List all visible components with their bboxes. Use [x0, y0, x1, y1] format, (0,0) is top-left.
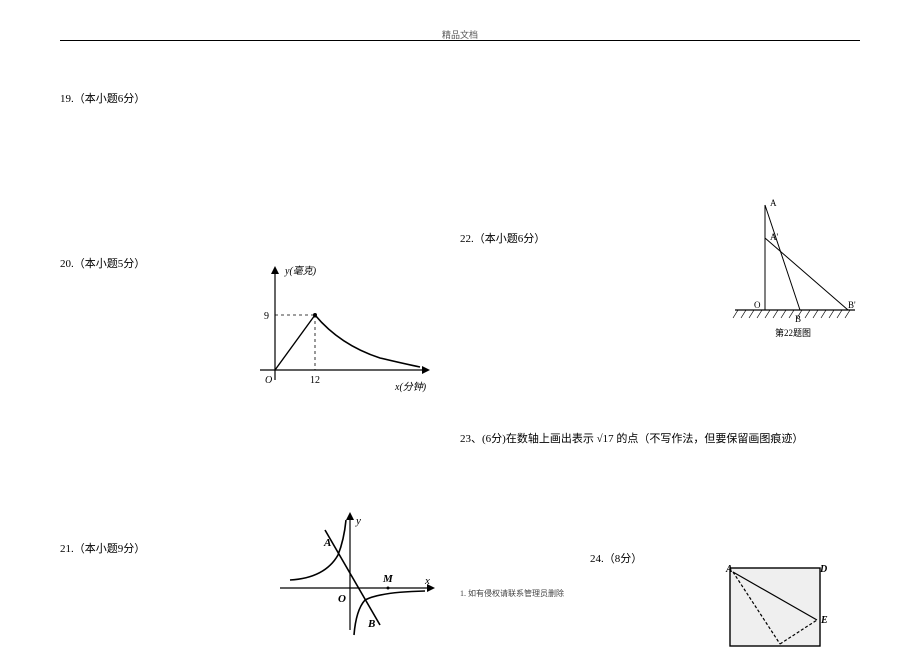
- q21-title: 21.（本小题9分）: [60, 540, 145, 556]
- fig22-O: O: [754, 300, 761, 310]
- q24-figure: A D E: [720, 560, 830, 650]
- q24-title: 24.（8分）: [590, 550, 642, 566]
- fig20-ymark: 9: [264, 311, 269, 322]
- fig24-E: E: [820, 615, 828, 626]
- page-content: 19.（本小题6分） 20.（本小题5分） y(毫克) x(分钟) 9: [60, 60, 860, 620]
- fig22-caption: 第22题图: [775, 327, 811, 338]
- q20-figure: y(毫克) x(分钟) 9 12 O: [240, 260, 440, 410]
- fig21-O: O: [338, 593, 346, 605]
- fig22-Bp: B': [848, 300, 856, 310]
- fig20-xmark: 12: [310, 375, 320, 386]
- fig20-xlabel: x(分钟): [394, 381, 427, 393]
- q23-title: 23、(6分)在数轴上画出表示 √17 的点（不写作法，但要保留画图痕迹）: [460, 430, 840, 446]
- q22-title: 22.（本小题6分）: [460, 230, 545, 246]
- fig21-y: y: [355, 515, 361, 527]
- fig21-x: x: [424, 575, 430, 587]
- q19-title: 19.（本小题6分）: [60, 90, 145, 106]
- fig21-A: A: [323, 537, 331, 549]
- footer-note: 1. 如有侵权请联系管理员删除: [460, 588, 564, 599]
- fig21-M: M: [382, 573, 394, 585]
- q22-figure: A A' O B B' 第22题图: [730, 190, 860, 340]
- fig20-ylabel: y(毫克): [284, 265, 317, 277]
- fig21-B: B: [367, 618, 375, 630]
- top-rule: [60, 40, 860, 41]
- fig24-A: A: [725, 564, 733, 575]
- q20-title: 20.（本小题5分）: [60, 255, 145, 271]
- fig22-Ap: A': [770, 232, 778, 242]
- fig22-A: A: [770, 198, 777, 208]
- fig24-D: D: [819, 564, 827, 575]
- fig22-B: B: [795, 314, 801, 324]
- fig20-origin: O: [265, 375, 272, 386]
- q21-figure: y x A B M O: [270, 510, 440, 640]
